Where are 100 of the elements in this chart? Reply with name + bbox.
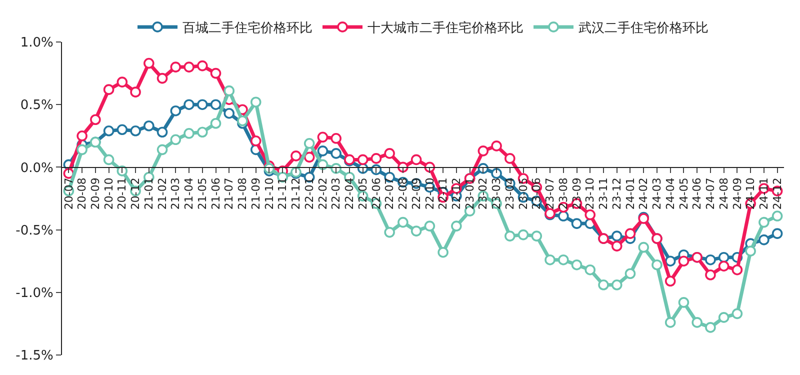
point bbox=[184, 128, 194, 139]
point bbox=[664, 276, 676, 287]
point bbox=[664, 317, 676, 328]
point bbox=[130, 86, 141, 98]
x-tick-label: 23-04 bbox=[503, 178, 516, 210]
point bbox=[398, 216, 408, 228]
x-tick-label: 24-09 bbox=[730, 178, 744, 210]
point bbox=[732, 308, 743, 320]
x-tick-label: 21-06 bbox=[209, 178, 222, 210]
point bbox=[330, 133, 342, 144]
legend-label: 十大城市二手住宅价格环比 bbox=[368, 20, 524, 36]
point bbox=[410, 154, 422, 166]
y-tick-label: -1.0% bbox=[16, 286, 54, 301]
point bbox=[184, 99, 194, 110]
x-tick-label: 20-10 bbox=[102, 178, 116, 210]
x-tick-label: 21-08 bbox=[236, 178, 250, 210]
y-tick-label: 0.5% bbox=[20, 98, 54, 114]
point bbox=[678, 297, 690, 308]
point bbox=[170, 134, 182, 146]
x-tick-label: 22-05 bbox=[356, 178, 370, 210]
point bbox=[732, 264, 743, 276]
point bbox=[571, 218, 582, 229]
x-tick-label: 22-09 bbox=[410, 178, 423, 210]
point bbox=[584, 209, 596, 220]
x-tick-label: 21-12 bbox=[290, 178, 303, 210]
point bbox=[76, 130, 88, 142]
point bbox=[330, 163, 342, 174]
x-tick-label: 21-10 bbox=[262, 178, 276, 210]
point bbox=[330, 148, 342, 159]
point bbox=[317, 159, 328, 170]
point bbox=[237, 115, 248, 126]
point bbox=[290, 150, 302, 162]
y-tick-label: 0.0% bbox=[20, 160, 54, 176]
x-tick-label: 21-01 bbox=[142, 178, 156, 210]
point bbox=[531, 230, 542, 242]
point bbox=[598, 279, 609, 290]
point bbox=[317, 146, 328, 156]
x-tick-label: 23-09 bbox=[570, 178, 584, 210]
point bbox=[664, 256, 676, 266]
x-tick-label: 20-11 bbox=[116, 178, 129, 210]
x-tick-label: 24-12 bbox=[770, 178, 784, 210]
y-tick-label: -1.5% bbox=[16, 348, 54, 364]
x-tick-label: 20-07 bbox=[62, 178, 76, 210]
point bbox=[196, 126, 208, 138]
point bbox=[745, 246, 756, 256]
x-tick-label: 24-05 bbox=[677, 178, 690, 210]
point bbox=[144, 58, 154, 69]
point bbox=[116, 124, 128, 136]
point bbox=[144, 120, 154, 132]
x-tick-label: 22-07 bbox=[383, 178, 396, 210]
x-tick-label: 24-06 bbox=[690, 178, 704, 210]
point bbox=[196, 99, 208, 110]
point bbox=[518, 229, 529, 240]
point bbox=[478, 146, 489, 156]
point bbox=[304, 152, 315, 163]
point bbox=[156, 126, 168, 138]
y-tick-label: 1.0% bbox=[20, 36, 54, 51]
x-tick-label: 20-09 bbox=[89, 178, 102, 210]
point bbox=[758, 216, 770, 228]
point bbox=[624, 268, 636, 280]
legend-label: 百城二手住宅价格环比 bbox=[182, 20, 312, 36]
point bbox=[491, 140, 502, 152]
point bbox=[357, 154, 368, 166]
x-tick-label: 22-08 bbox=[396, 178, 410, 210]
point bbox=[103, 125, 114, 136]
x-tick-label: 23-02 bbox=[476, 178, 490, 210]
point bbox=[424, 220, 436, 232]
point bbox=[638, 242, 650, 253]
x-tick-label: 22-04 bbox=[343, 178, 356, 210]
point bbox=[678, 256, 690, 266]
x-tick-label: 24-08 bbox=[717, 178, 730, 210]
point bbox=[196, 60, 208, 72]
point bbox=[90, 114, 101, 126]
point bbox=[772, 210, 783, 222]
point bbox=[611, 279, 622, 290]
x-tick-label: 22-06 bbox=[370, 178, 383, 210]
x-tick-label: 21-11 bbox=[276, 178, 290, 210]
x-tick-label: 22-03 bbox=[330, 178, 343, 210]
point bbox=[692, 317, 702, 328]
point bbox=[504, 230, 516, 242]
point bbox=[76, 144, 88, 156]
point bbox=[611, 230, 622, 242]
point bbox=[103, 154, 114, 166]
point bbox=[130, 125, 141, 136]
x-tick-label: 24-02 bbox=[637, 178, 650, 210]
x-tick-label: 24-10 bbox=[744, 178, 758, 210]
legend-label: 武汉二手住宅价格环比 bbox=[578, 20, 708, 36]
x-tick-label: 22-02 bbox=[316, 178, 330, 210]
point bbox=[116, 166, 128, 176]
point bbox=[544, 254, 556, 266]
point bbox=[705, 322, 716, 333]
x-tick-label: 21-04 bbox=[182, 178, 196, 210]
x-tick-label: 23-08 bbox=[556, 178, 570, 210]
point bbox=[758, 234, 770, 246]
point bbox=[718, 252, 730, 263]
point bbox=[718, 260, 730, 272]
x-tick-label: 21-02 bbox=[156, 178, 169, 210]
point bbox=[584, 264, 596, 276]
point bbox=[384, 226, 395, 238]
y-tick-label: -0.5% bbox=[16, 223, 54, 238]
